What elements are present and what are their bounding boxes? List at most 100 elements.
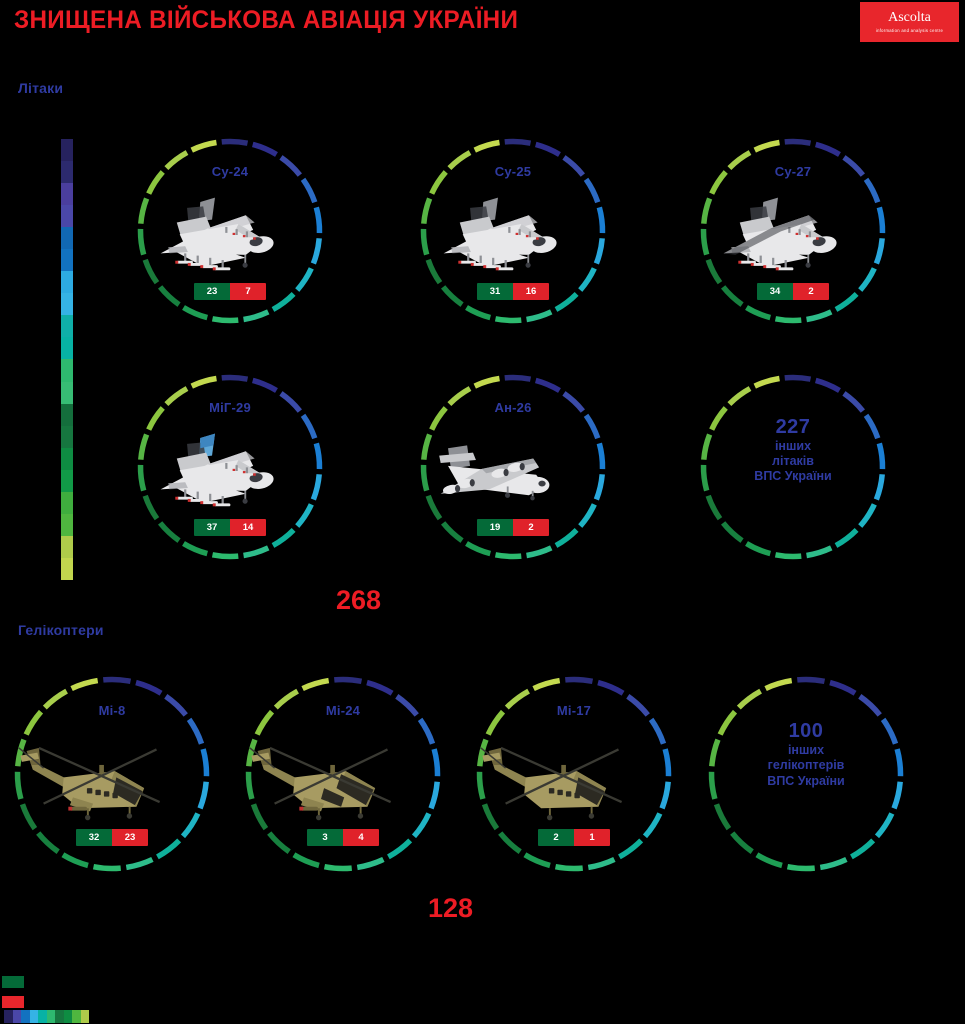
ring-segment-7 xyxy=(834,291,859,312)
ring-segment-9 xyxy=(786,863,815,872)
ring-segment-14 xyxy=(477,738,489,767)
ring-segment-17 xyxy=(764,677,793,692)
ring-segment-3 xyxy=(648,717,667,745)
ring-segment-13 xyxy=(420,228,430,256)
legend-swatch-red xyxy=(2,996,24,1008)
ring-segment-8 xyxy=(526,309,553,323)
ring-segment-0 xyxy=(504,138,532,146)
ring-segment-5 xyxy=(593,474,605,501)
ring-segment-11 xyxy=(498,831,522,854)
aircraft-label: Су-25 xyxy=(494,163,532,179)
ring-segment-13 xyxy=(245,771,255,800)
count-badge: 34 2 xyxy=(757,283,829,301)
aircraft-art xyxy=(135,413,325,518)
helicopter-circle-0[interactable]: Мі-8 32 23 xyxy=(12,674,212,874)
vertical-color-bar xyxy=(61,139,73,580)
legend-strip-swatch-1 xyxy=(12,1010,21,1023)
vertical-bar-segment-5 xyxy=(61,249,73,272)
count-badge: 37 14 xyxy=(194,519,266,537)
ring-segment-17 xyxy=(532,677,561,692)
aircraft-circle-other[interactable]: 227 інших літаків ВПС України xyxy=(698,372,888,562)
ring-segment-16 xyxy=(504,688,531,710)
ring-segment-12 xyxy=(705,258,723,285)
count-badge: 23 7 xyxy=(194,283,266,301)
vertical-bar-segment-0 xyxy=(61,139,73,162)
ring-segment-17 xyxy=(190,375,217,389)
ring-segment-5 xyxy=(891,781,903,810)
ring-segment-9 xyxy=(323,863,352,872)
ring-segment-15 xyxy=(146,406,165,431)
ring-segment-15 xyxy=(717,709,738,736)
ring-segment-2 xyxy=(279,155,302,177)
section-label-helicopters: Гелікоптери xyxy=(18,622,104,638)
damaged-count: 16 xyxy=(513,283,549,301)
ring-segment-7 xyxy=(271,291,296,312)
ring-segment-16 xyxy=(736,688,763,710)
ring-segment-2 xyxy=(395,694,419,717)
ring-segment-1 xyxy=(829,679,857,696)
ring-segment-13 xyxy=(708,771,718,800)
vertical-bar-segment-4 xyxy=(61,227,73,250)
aircraft-label: Мі-17 xyxy=(556,703,592,718)
aircraft-illustration-su27 xyxy=(723,197,837,271)
ring-segment-1 xyxy=(597,679,625,696)
ring-segment-10 xyxy=(465,305,492,321)
ring-segment-17 xyxy=(70,677,99,692)
ring-segment-9 xyxy=(211,316,239,324)
other-label-line-1: інших xyxy=(774,438,812,453)
ring-segment-6 xyxy=(578,503,597,528)
ring-segment-13 xyxy=(137,464,147,492)
vertical-bar-segment-7 xyxy=(61,293,73,316)
legend-strip-swatch-0 xyxy=(4,1010,13,1023)
ring-segment-2 xyxy=(279,391,302,413)
ring-segment-15 xyxy=(709,170,728,195)
aircraft-art xyxy=(12,717,212,827)
ring-segment-12 xyxy=(19,803,38,831)
damaged-count: 23 xyxy=(112,829,148,846)
ring-segment-14 xyxy=(701,197,713,224)
helicopter-circle-other[interactable]: 100 інших гелікоптерів ВПС України xyxy=(706,674,906,874)
ascolta-logo[interactable]: Ascolta information and analysis centre xyxy=(860,2,959,42)
ring-segment-11 xyxy=(158,521,181,543)
ring-segment-6 xyxy=(411,812,432,839)
vertical-bar-segment-17 xyxy=(61,513,73,536)
ring-segment-6 xyxy=(180,812,201,839)
ring-segment-10 xyxy=(755,852,783,869)
helicopter-circle-2[interactable]: Мі-17 2 1 xyxy=(474,674,674,874)
other-aircraft-text: 227 інших літаків ВПС України xyxy=(698,416,888,485)
page-title: ЗНИЩЕНА ВІЙСЬКОВА АВІАЦІЯ УКРАЇНИ xyxy=(14,6,519,34)
ring-segment-13 xyxy=(420,464,430,492)
ring-segment-15 xyxy=(146,170,165,195)
ring-segment-16 xyxy=(164,150,189,171)
logo-subtitle: information and analysis centre xyxy=(875,28,944,33)
other-label-line-3: ВПС України xyxy=(767,773,845,788)
ring-segment-8 xyxy=(587,856,616,871)
legend-strip-swatch-2 xyxy=(21,1010,30,1023)
ring-segment-7 xyxy=(554,527,579,548)
aircraft-circle-0[interactable]: Су-24 23 7 xyxy=(135,136,325,326)
ring-segment-13 xyxy=(700,464,710,492)
ring-segment-11 xyxy=(730,831,754,854)
ring-segment-10 xyxy=(292,852,320,869)
ring-segment-14 xyxy=(421,197,433,224)
ring-segment-4 xyxy=(876,206,886,234)
ring-segment-1 xyxy=(366,679,394,696)
helicopter-circle-1[interactable]: Мі-24 3 4 xyxy=(243,674,443,874)
ring-segment-2 xyxy=(842,155,865,177)
destroyed-count: 2 xyxy=(538,829,574,846)
ring-segment-1 xyxy=(534,141,561,157)
ring-segment-14 xyxy=(246,738,258,767)
ring-segment-6 xyxy=(295,503,314,528)
ring-segment-12 xyxy=(705,494,723,521)
progress-ring xyxy=(700,138,886,324)
destroyed-count: 37 xyxy=(194,519,230,537)
aircraft-circle-3[interactable]: МіГ-29 37 14 xyxy=(135,372,325,562)
ring-segment-14 xyxy=(138,433,150,460)
aircraft-art xyxy=(698,177,888,282)
aircraft-circle-1[interactable]: Су-25 31 16 xyxy=(418,136,608,326)
aircraft-circle-2[interactable]: Су-27 34 2 xyxy=(698,136,888,326)
damaged-count: 2 xyxy=(513,519,549,537)
ring-segment-7 xyxy=(155,838,182,860)
aircraft-circle-4[interactable]: Ан-26 19 2 xyxy=(418,372,608,562)
